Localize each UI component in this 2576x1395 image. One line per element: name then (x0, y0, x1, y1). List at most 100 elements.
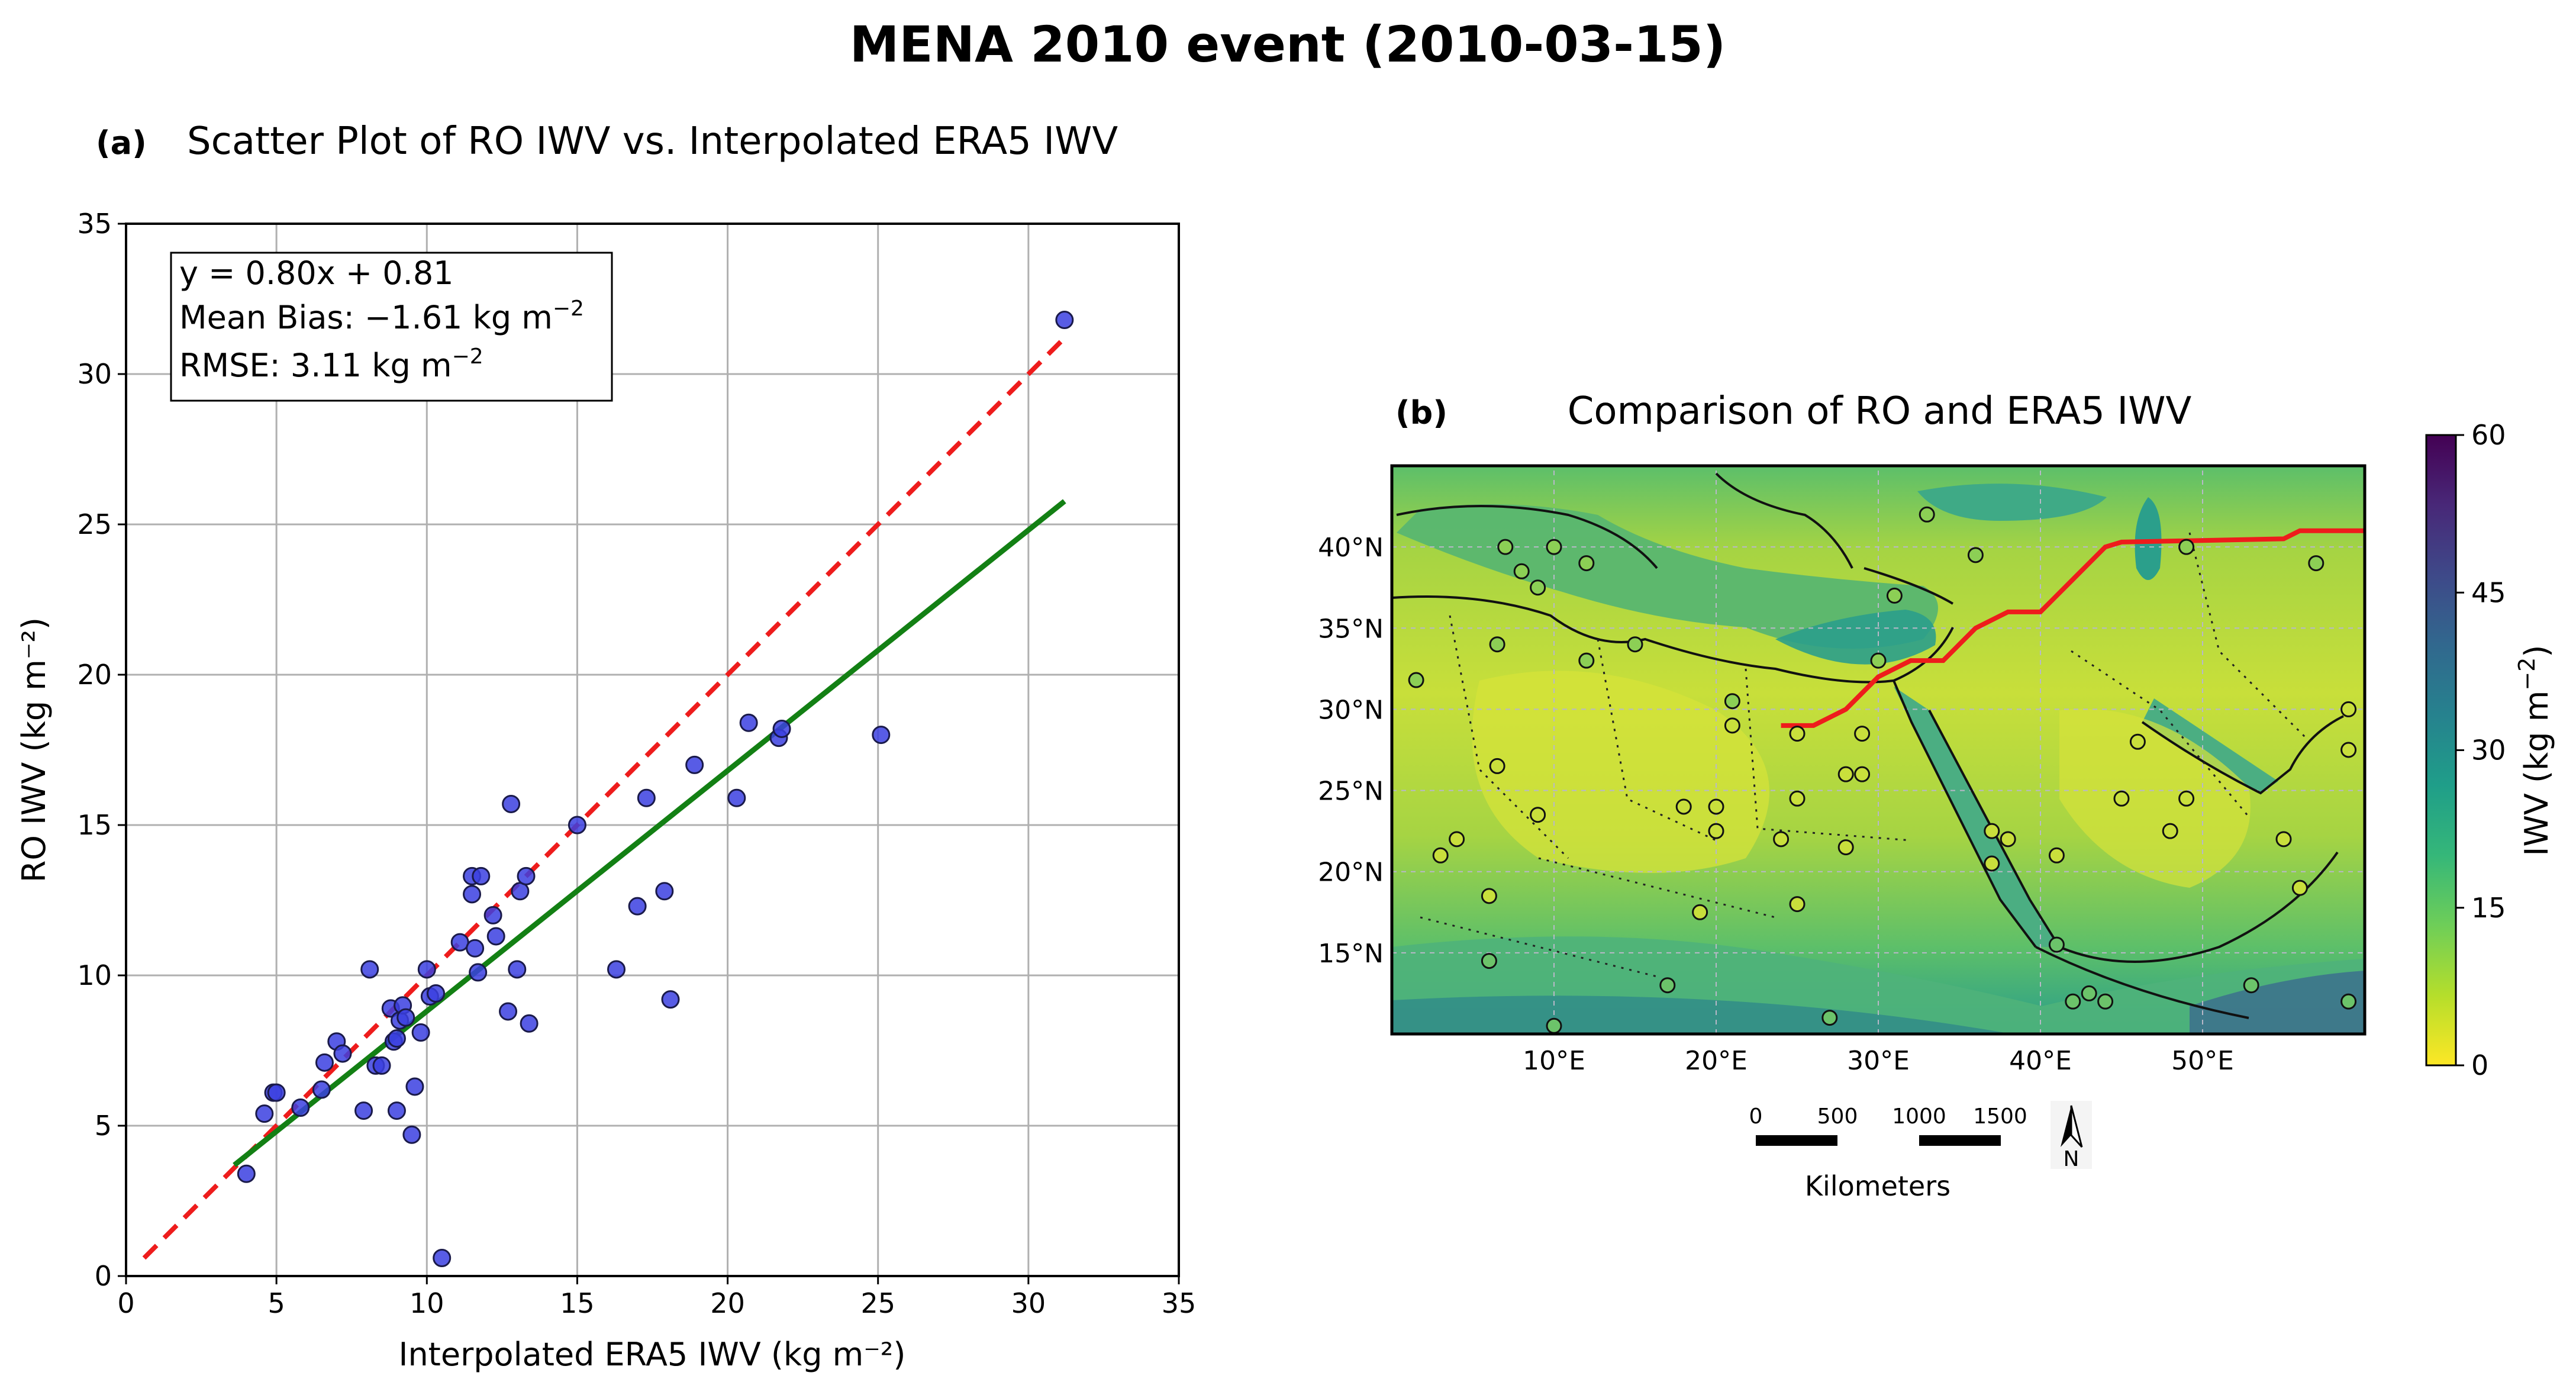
ro-point (2113, 790, 2130, 807)
x-tick-label: 0 (117, 1287, 134, 1319)
map-frame (1390, 464, 2367, 1036)
ro-points (1408, 506, 2357, 1034)
scatter-point (396, 1008, 415, 1027)
scatter-point (427, 984, 446, 1003)
ro-point (1659, 977, 1676, 994)
map-lon-label: 20°E (1685, 1046, 1748, 1076)
ro-point (2243, 977, 2259, 994)
scatter-point (607, 960, 626, 979)
scatter-point (333, 1044, 352, 1063)
map-lat-label: 15°N (1318, 939, 1384, 969)
coastline-anatolia (1864, 567, 1954, 605)
scatter-point (486, 927, 505, 946)
map-ticks: 15°N 20°N 25°N 30°N 35°N 40°N 10°E 20°E 30°E 40°E… (1318, 533, 2234, 1076)
map-area (1392, 466, 2365, 1034)
y-tick-label: 0 (95, 1260, 112, 1292)
figure-title: MENA 2010 event (2010-03-15) (850, 15, 1726, 73)
scatter-point (463, 885, 482, 904)
border-arabia (2071, 650, 2250, 817)
x-tick-label: 10 (410, 1287, 444, 1319)
scatter-point (354, 1101, 373, 1120)
scatter-point (405, 1077, 424, 1096)
ro-point (1789, 790, 1806, 807)
ro-point (2129, 733, 2146, 750)
map-lat-label: 40°N (1318, 533, 1384, 563)
stats-mean-bias: Mean Bias: −1.61 kg m−2 (179, 297, 584, 336)
ro-point (1724, 717, 1740, 734)
map-borders (1420, 532, 2309, 978)
ro-point (2340, 993, 2357, 1010)
panel-a-label: (a) (96, 124, 147, 162)
map-persian-gulf (2142, 698, 2278, 793)
map-lon-label: 50°E (2171, 1046, 2234, 1076)
ro-point (1854, 766, 1871, 782)
x-tick-label: 5 (268, 1287, 285, 1319)
colorbar-tick-label: 30 (2471, 734, 2506, 766)
x-tick-label: 15 (560, 1287, 595, 1319)
stats-box: y = 0.80x + 0.81 Mean Bias: −1.61 kg m−2… (170, 252, 613, 402)
panel-a-grid (125, 223, 1180, 1277)
panel-a-xlabel: Interpolated ERA5 IWV (kg m⁻²) (399, 1336, 906, 1373)
y-tick-label: 10 (77, 959, 112, 991)
ro-point (1489, 758, 1505, 774)
scale-label-1000: 1000 (1892, 1104, 1946, 1129)
ro-point (1821, 1010, 1838, 1026)
panel-b: (b) Comparison of RO and ERA5 IWV (1318, 389, 2555, 1202)
panel-a-ylabel: RO IWV (kg m⁻²) (15, 617, 53, 882)
scale-segment-2 (1919, 1135, 2001, 1146)
panel-a-frame (125, 223, 1180, 1277)
coastline-red-sea-west (1892, 680, 2037, 948)
ro-point (1481, 953, 1497, 969)
scatter-point (315, 1053, 334, 1072)
scale-bar: 0 500 1000 1500 Kilometers N (1749, 1101, 2092, 1202)
ro-point (2048, 847, 2065, 864)
map-red-sea (1894, 687, 2059, 947)
scale-unit-label: Kilometers (1805, 1170, 1950, 1202)
ro-point (1967, 547, 1984, 563)
x-tick-label: 25 (860, 1287, 895, 1319)
scale-label-500: 500 (1817, 1104, 1858, 1129)
ro-point (2081, 985, 2097, 1001)
y-tick-label: 35 (77, 208, 112, 240)
colorbar-tick-label: 60 (2471, 419, 2506, 451)
scatter-point (402, 1125, 421, 1144)
ro-point (2340, 742, 2357, 758)
y-tick-label: 20 (77, 659, 112, 691)
map-arabian-sea-moist (2190, 971, 2365, 1034)
panel-a-ticks: 0 5 10 15 20 25 30 35 0 5 10 15 20 25 30 35 (77, 208, 1196, 1319)
scatter-point (511, 882, 530, 901)
scatter-point (387, 1101, 406, 1120)
scatter-point (508, 960, 527, 979)
map-lon-label: 30°E (1847, 1046, 1910, 1076)
scatter-point (417, 960, 436, 979)
scatter-point (472, 866, 491, 885)
scatter-point (637, 788, 656, 807)
ro-point (1627, 636, 1643, 653)
colorbar-tick-label: 15 (2471, 892, 2506, 924)
scatter-point (520, 1014, 539, 1033)
panel-b-label: (b) (1395, 394, 1447, 431)
coastline-persian-gulf (2141, 715, 2344, 795)
border-west-sahara (1449, 615, 1569, 859)
colorbar-tick-label: 45 (2471, 576, 2506, 608)
ro-point (1854, 726, 1871, 742)
map-caspian-sea (2135, 497, 2162, 580)
ro-point (1773, 831, 1790, 848)
ro-point (1530, 807, 1546, 823)
scatter-point (466, 939, 485, 958)
scatter-point (628, 897, 647, 916)
ro-point (1708, 823, 1724, 839)
ro-point (1675, 798, 1692, 815)
panel-a: (a) Scatter Plot of RO IWV vs. Interpola… (15, 120, 1196, 1373)
scatter-point (255, 1104, 274, 1123)
ro-point (1837, 839, 1854, 856)
ro-point (1789, 726, 1806, 742)
map-graticule (1392, 466, 2365, 1034)
scatter-point (372, 1056, 391, 1075)
ro-point (1837, 766, 1854, 782)
ro-point (2065, 993, 2081, 1010)
ro-point (2178, 539, 2195, 555)
colorbar-label: IWV (kg m−2) (2514, 645, 2555, 856)
scale-segment-1 (1756, 1135, 1837, 1146)
map-coastlines (1392, 472, 2344, 1019)
